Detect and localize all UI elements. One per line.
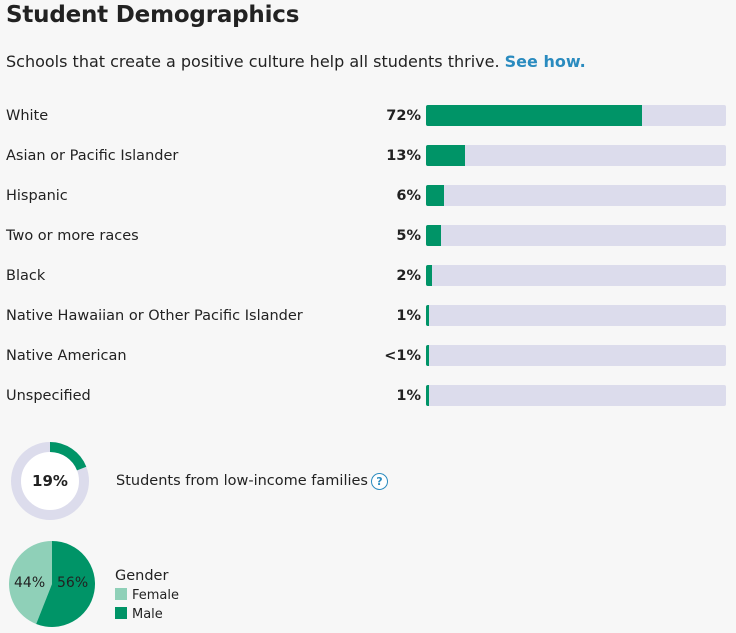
bar-row: Hispanic 6% [0, 185, 736, 207]
subtitle: Schools that create a positive culture h… [6, 51, 586, 73]
bar-category-label: White [6, 108, 49, 124]
bar-category-label: Asian or Pacific Islander [6, 148, 179, 164]
donut-slice-low-income [11, 442, 89, 520]
bar-value-label: 6% [396, 188, 421, 204]
bar-value-label: 1% [396, 308, 421, 324]
low-income-percent: 19% [32, 472, 68, 490]
pie-slice-male [36, 541, 95, 627]
legend-label-female: Female [132, 588, 180, 603]
bar-track [426, 225, 726, 246]
gender-pie-chart [9, 541, 95, 627]
bar-category-label: Hispanic [6, 188, 68, 204]
subtitle-text: Schools that create a positive culture h… [6, 52, 500, 71]
bar-row: White 72% [0, 105, 736, 127]
help-icon[interactable]: ? [370, 472, 388, 490]
bar-fill [426, 145, 465, 166]
legend-item-male: Male [115, 607, 163, 623]
bar-category-label: Two or more races [6, 228, 139, 244]
bar-fill [426, 185, 444, 206]
bar-value-label: <1% [384, 348, 421, 364]
bar-track [426, 305, 726, 326]
bar-track [426, 345, 726, 366]
bar-fill [426, 305, 429, 326]
male-percent-label: 56% [57, 575, 89, 591]
bar-category-label: Unspecified [6, 388, 91, 404]
bar-row: Black 2% [0, 265, 736, 287]
bar-track [426, 105, 726, 126]
bar-value-label: 72% [386, 108, 421, 124]
bar-fill [426, 105, 642, 126]
page-title: Student Demographics [6, 2, 300, 28]
bar-row: Asian or Pacific Islander 13% [0, 145, 736, 167]
low-income-label: Students from low-income families? [116, 471, 388, 491]
bar-category-label: Black [6, 268, 46, 284]
low-income-text: Students from low-income families [116, 473, 368, 489]
bar-track [426, 145, 726, 166]
legend-label-male: Male [132, 607, 163, 622]
see-how-link[interactable]: See how. [504, 52, 586, 71]
bar-row: Native Hawaiian or Other Pacific Islande… [0, 305, 736, 327]
bar-fill [426, 345, 429, 366]
bar-value-label: 5% [396, 228, 421, 244]
legend-item-female: Female [115, 588, 179, 604]
bar-track [426, 265, 726, 286]
bar-row: Native American <1% [0, 345, 736, 367]
bar-value-label: 2% [396, 268, 421, 284]
bar-row: Two or more races 5% [0, 225, 736, 247]
female-swatch [115, 588, 127, 600]
bar-track [426, 185, 726, 206]
bar-fill [426, 225, 441, 246]
bar-fill [426, 385, 429, 406]
bar-category-label: Native American [6, 348, 127, 364]
bar-fill [426, 265, 432, 286]
female-percent-label: 44% [14, 575, 46, 591]
pie-slice-female [9, 541, 52, 624]
bar-category-label: Native Hawaiian or Other Pacific Islande… [6, 308, 303, 324]
bar-row: Unspecified 1% [0, 385, 736, 407]
male-swatch [115, 607, 127, 619]
bar-track [426, 385, 726, 406]
bar-value-label: 1% [396, 388, 421, 404]
low-income-donut-chart [11, 442, 89, 520]
gender-legend-title: Gender [115, 568, 169, 584]
bar-value-label: 13% [386, 148, 421, 164]
